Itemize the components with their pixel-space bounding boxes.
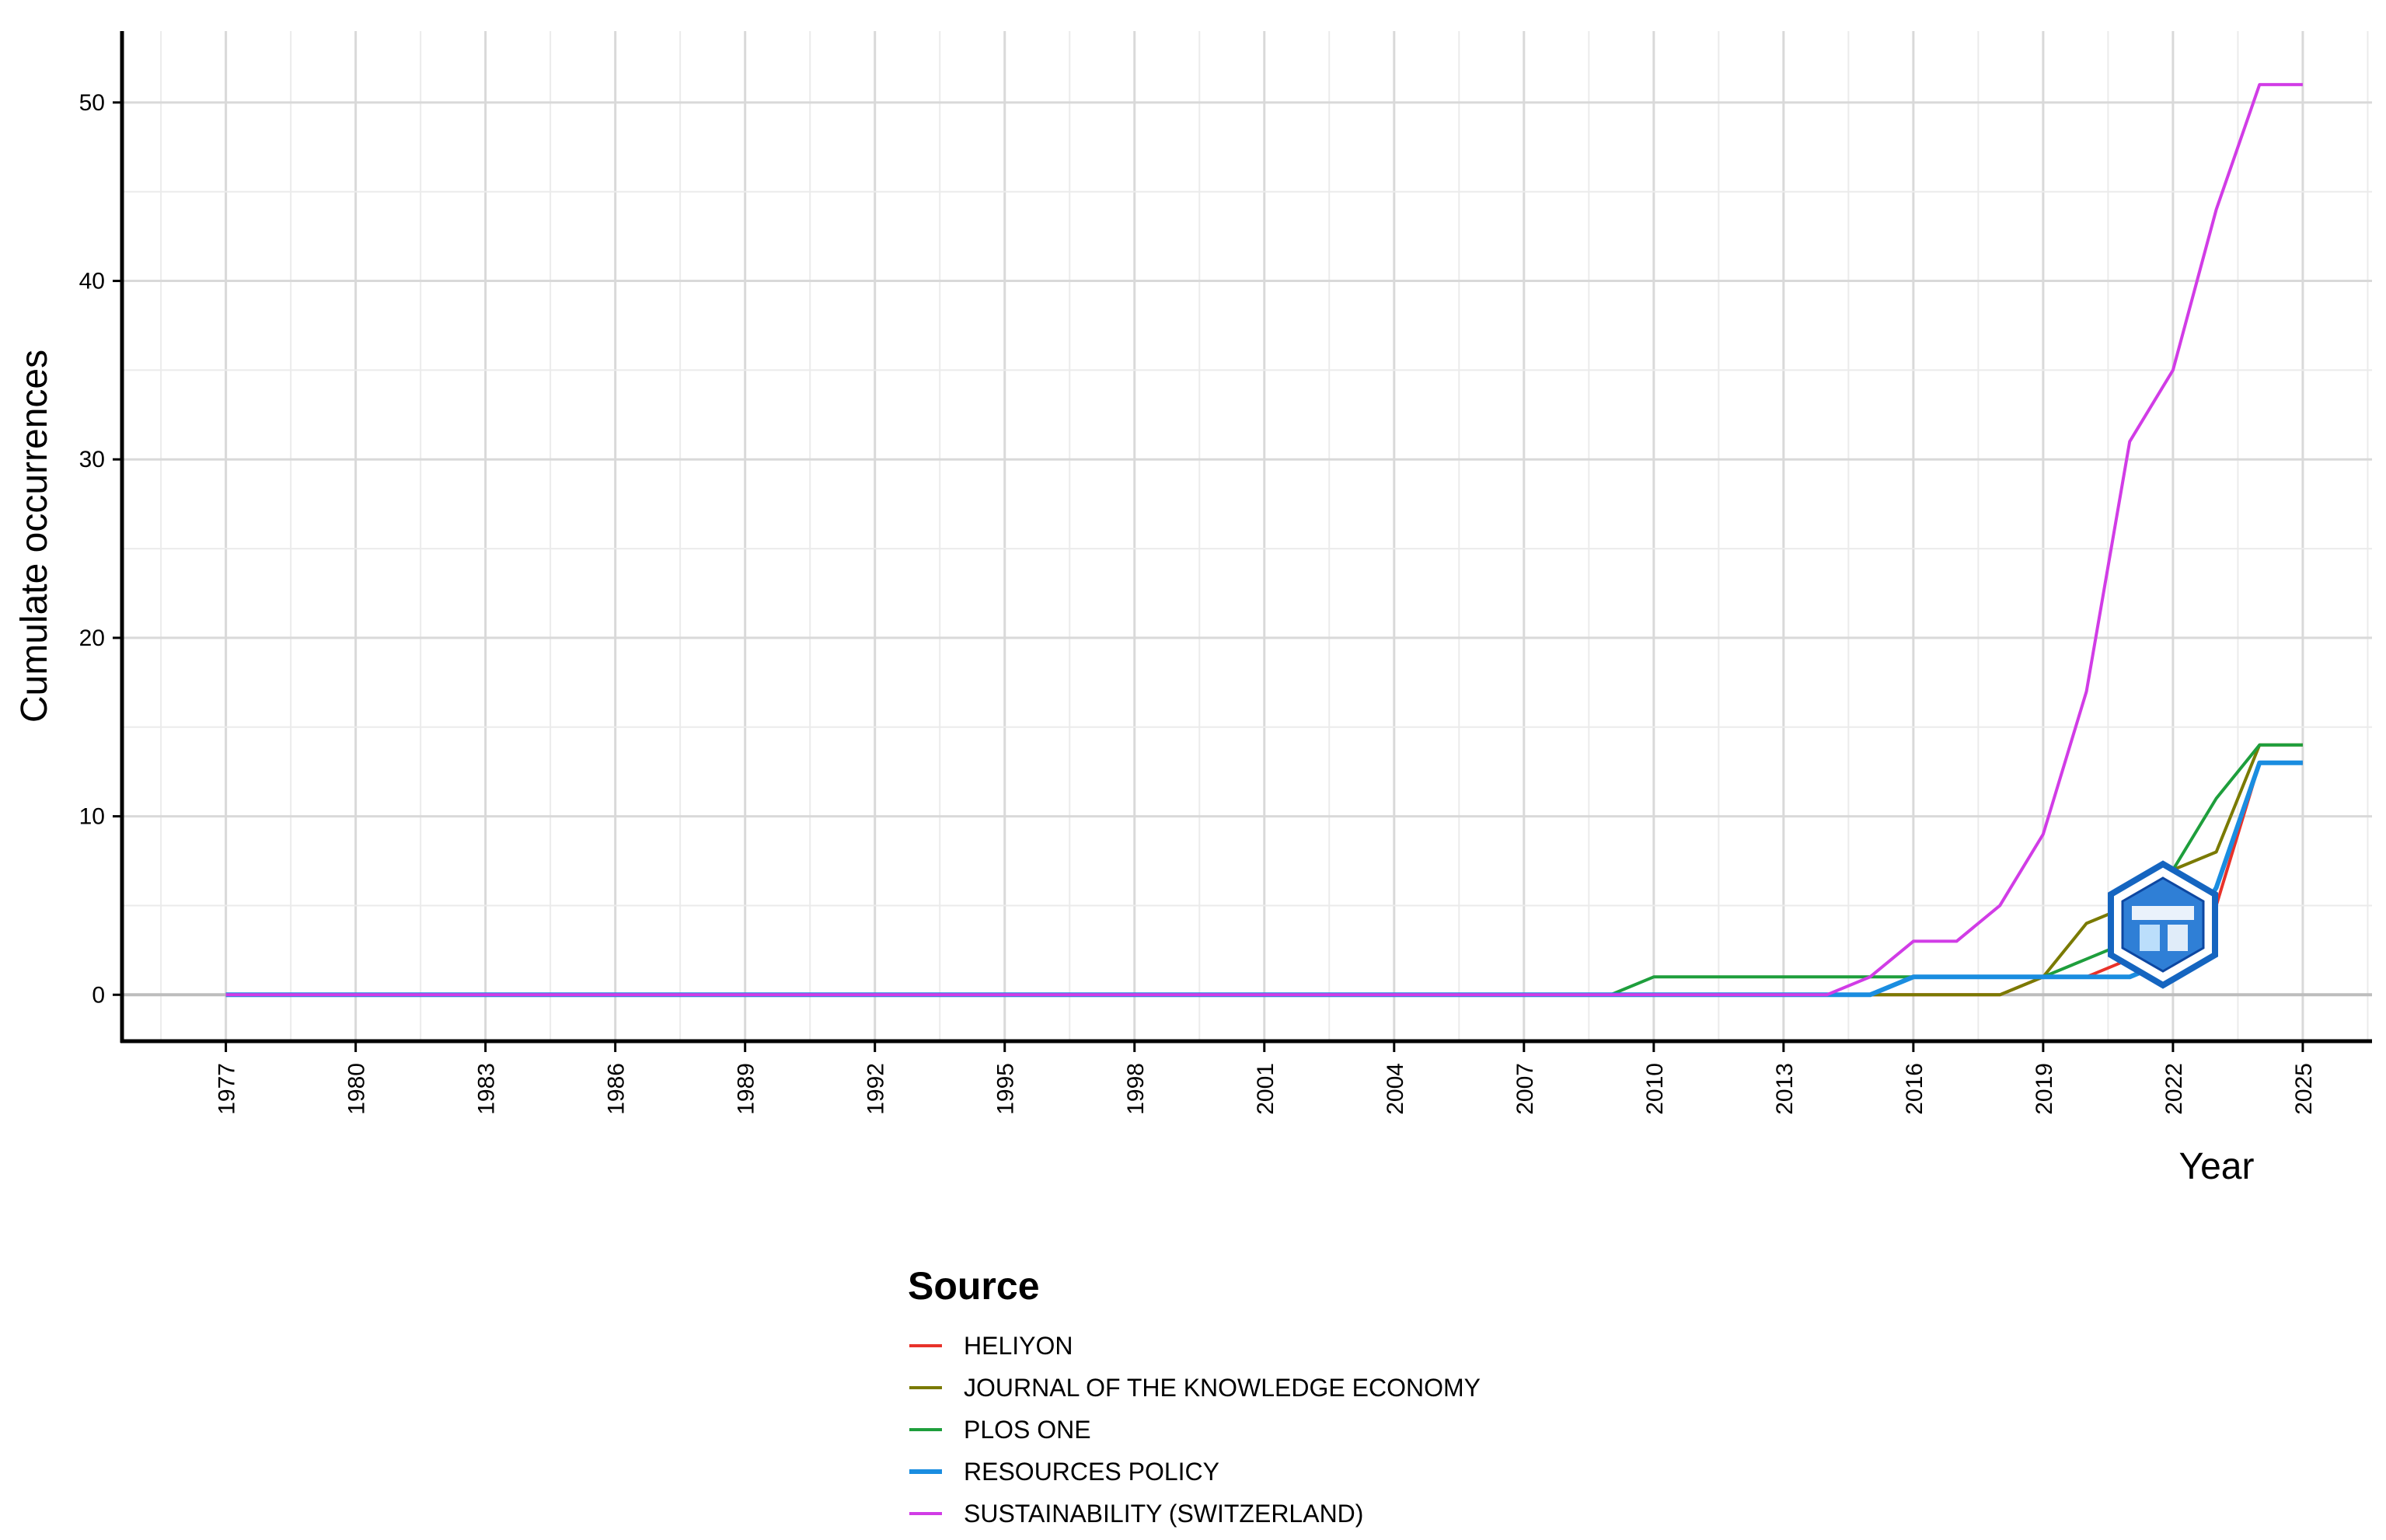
y-tick-label: 50 [79, 90, 105, 116]
x-tick-label: 1995 [993, 1063, 1019, 1115]
x-tick-label: 2013 [1772, 1063, 1798, 1115]
x-axis-title: Year [2179, 1146, 2255, 1187]
plot-background [122, 31, 2372, 1041]
legend-label-1: JOURNAL OF THE KNOWLEDGE ECONOMY [964, 1374, 1481, 1402]
x-tick-label: 1983 [474, 1063, 500, 1115]
x-tick-label: 1980 [344, 1063, 370, 1115]
x-tick-label: 2010 [1642, 1063, 1668, 1115]
plot-panel [122, 31, 2372, 1041]
legend-label-2: PLOS ONE [964, 1416, 1091, 1444]
legend-label-0: HELIYON [964, 1332, 1073, 1360]
watermark-badge-icon [2108, 860, 2218, 989]
x-tick-label: 2007 [1512, 1063, 1538, 1115]
legend: Source HELIYON JOURNAL OF THE KNOWLEDGE E… [908, 1264, 1481, 1528]
series-line-3 [225, 760, 2303, 998]
series-line-4 [225, 82, 2303, 997]
x-tick-label: 1977 [215, 1063, 240, 1115]
y-tick-label: 40 [79, 269, 105, 294]
y-axis-title: Cumulate occurrences [14, 350, 55, 723]
y-tick-label: 0 [92, 982, 105, 1008]
x-tick-label: 1992 [863, 1063, 889, 1115]
axes: 0 10 20 30 40 50 1977 1980 1983 1986 1989 1992 1995 1… [79, 31, 2372, 1115]
legend-title: Source [908, 1264, 1040, 1308]
x-tick-label: 1989 [734, 1063, 759, 1115]
y-tick-label: 30 [79, 447, 105, 472]
x-tick-label: 2016 [1902, 1063, 1927, 1115]
legend-label-3: RESOURCES POLICY [964, 1458, 1219, 1486]
legend-label-4: SUSTAINABILITY (SWITZERLAND) [964, 1500, 1363, 1528]
x-tick-label: 2025 [2291, 1063, 2317, 1115]
y-tick-label: 10 [79, 804, 105, 830]
x-tick-label: 2004 [1383, 1063, 1408, 1115]
x-tick-label: 1998 [1123, 1063, 1149, 1115]
x-tick-label: 2019 [2032, 1063, 2057, 1115]
x-tick-label: 1986 [604, 1063, 630, 1115]
y-tick-label: 20 [79, 625, 105, 651]
x-tick-label: 2022 [2161, 1063, 2187, 1115]
x-tick-label: 2001 [1253, 1063, 1278, 1115]
